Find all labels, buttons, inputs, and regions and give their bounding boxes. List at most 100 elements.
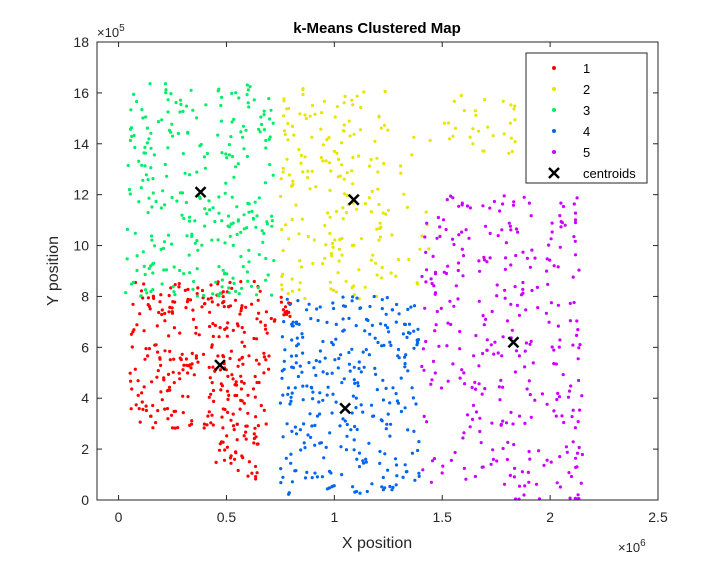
data-point-cluster-3 — [187, 253, 191, 257]
data-point-cluster-5 — [465, 413, 470, 417]
data-point-cluster-5 — [517, 484, 522, 488]
data-point-cluster-1 — [202, 422, 206, 426]
data-point-cluster-4 — [414, 402, 418, 406]
data-point-cluster-2 — [281, 170, 285, 174]
data-point-cluster-3 — [185, 234, 189, 238]
data-point-cluster-1 — [220, 415, 224, 419]
data-point-cluster-5 — [503, 296, 507, 300]
data-point-cluster-4 — [321, 370, 325, 374]
data-point-cluster-1 — [200, 288, 205, 293]
data-point-cluster-3 — [160, 282, 164, 286]
data-point-cluster-1 — [159, 293, 163, 297]
data-point-cluster-3 — [264, 278, 268, 282]
data-point-cluster-5 — [484, 317, 488, 321]
data-point-cluster-3 — [127, 187, 132, 192]
data-point-cluster-5 — [502, 482, 507, 486]
data-point-cluster-5 — [424, 250, 428, 254]
data-point-cluster-2 — [280, 228, 284, 232]
data-point-cluster-1 — [255, 471, 259, 475]
data-point-cluster-3 — [271, 173, 275, 177]
data-point-cluster-3 — [163, 203, 167, 207]
data-point-cluster-2 — [355, 94, 359, 98]
data-point-cluster-5 — [438, 234, 442, 238]
data-point-cluster-5 — [449, 458, 453, 462]
data-point-cluster-2 — [375, 156, 379, 160]
data-point-cluster-1 — [256, 424, 260, 428]
data-point-cluster-3 — [230, 91, 234, 95]
data-point-cluster-4 — [406, 307, 410, 311]
data-point-cluster-1 — [207, 410, 211, 414]
data-point-cluster-2 — [330, 241, 335, 245]
data-point-cluster-5 — [525, 387, 529, 391]
data-point-cluster-4 — [387, 330, 391, 334]
data-point-cluster-2 — [279, 177, 283, 181]
data-point-cluster-4 — [355, 296, 359, 300]
data-point-cluster-4 — [357, 360, 361, 364]
data-point-cluster-1 — [225, 326, 229, 330]
data-point-cluster-5 — [547, 320, 551, 324]
data-point-cluster-2 — [325, 138, 329, 142]
data-point-cluster-4 — [370, 482, 374, 486]
x-tick-label: 0.5 — [217, 509, 237, 525]
data-point-cluster-5 — [437, 344, 441, 348]
data-point-cluster-3 — [267, 137, 271, 141]
data-point-cluster-4 — [341, 317, 345, 321]
data-point-cluster-1 — [169, 286, 173, 290]
data-point-cluster-2 — [508, 121, 512, 125]
data-point-cluster-5 — [527, 379, 531, 383]
data-point-cluster-2 — [462, 108, 466, 113]
data-point-cluster-3 — [163, 162, 167, 167]
data-point-cluster-5 — [463, 382, 467, 386]
data-point-cluster-2 — [331, 245, 335, 249]
data-point-cluster-3 — [219, 103, 223, 108]
data-point-cluster-5 — [470, 417, 475, 421]
data-point-cluster-5 — [526, 470, 531, 474]
data-point-cluster-5 — [483, 387, 487, 391]
data-point-cluster-4 — [352, 378, 356, 382]
legend-items: 1 2 3 4 5 centroids — [548, 61, 636, 181]
data-point-cluster-3 — [178, 191, 182, 195]
data-point-cluster-3 — [217, 211, 221, 215]
data-point-cluster-5 — [507, 221, 511, 225]
data-point-cluster-3 — [237, 292, 241, 296]
data-point-cluster-2 — [347, 119, 351, 123]
data-point-cluster-1 — [147, 304, 151, 308]
data-point-cluster-1 — [257, 311, 261, 315]
data-point-cluster-1 — [265, 331, 269, 335]
data-point-cluster-5 — [573, 221, 578, 225]
data-point-cluster-5 — [554, 362, 558, 366]
data-point-cluster-2 — [502, 132, 506, 136]
data-point-cluster-2 — [324, 243, 328, 247]
data-point-cluster-2 — [405, 205, 409, 209]
data-point-cluster-5 — [558, 455, 562, 459]
legend: 1 2 3 4 5 centroids — [525, 52, 648, 184]
data-point-cluster-4 — [351, 295, 355, 299]
data-point-cluster-5 — [535, 285, 540, 289]
data-point-cluster-2 — [338, 174, 342, 178]
data-point-cluster-4 — [289, 452, 293, 456]
data-point-cluster-3 — [135, 268, 139, 273]
data-point-cluster-1 — [246, 393, 250, 397]
data-point-cluster-5 — [500, 354, 504, 358]
data-point-cluster-2 — [407, 257, 411, 261]
data-point-cluster-1 — [228, 304, 233, 308]
data-point-cluster-4 — [288, 302, 292, 306]
data-point-cluster-5 — [523, 349, 527, 353]
data-point-cluster-5 — [498, 398, 502, 402]
data-point-cluster-5 — [523, 421, 527, 425]
data-point-cluster-5 — [577, 346, 581, 350]
data-point-cluster-4 — [374, 372, 378, 376]
centroid-marker — [347, 193, 360, 206]
data-point-cluster-2 — [343, 192, 347, 196]
data-point-cluster-5 — [461, 436, 465, 440]
data-point-cluster-2 — [338, 238, 342, 242]
centroid-marker — [214, 359, 226, 372]
data-point-cluster-4 — [294, 469, 298, 473]
data-point-cluster-4 — [383, 452, 387, 456]
data-point-cluster-5 — [421, 468, 425, 472]
data-point-cluster-4 — [314, 359, 318, 363]
data-point-cluster-4 — [318, 391, 322, 395]
data-point-cluster-4 — [285, 297, 289, 301]
data-point-cluster-5 — [552, 264, 556, 268]
